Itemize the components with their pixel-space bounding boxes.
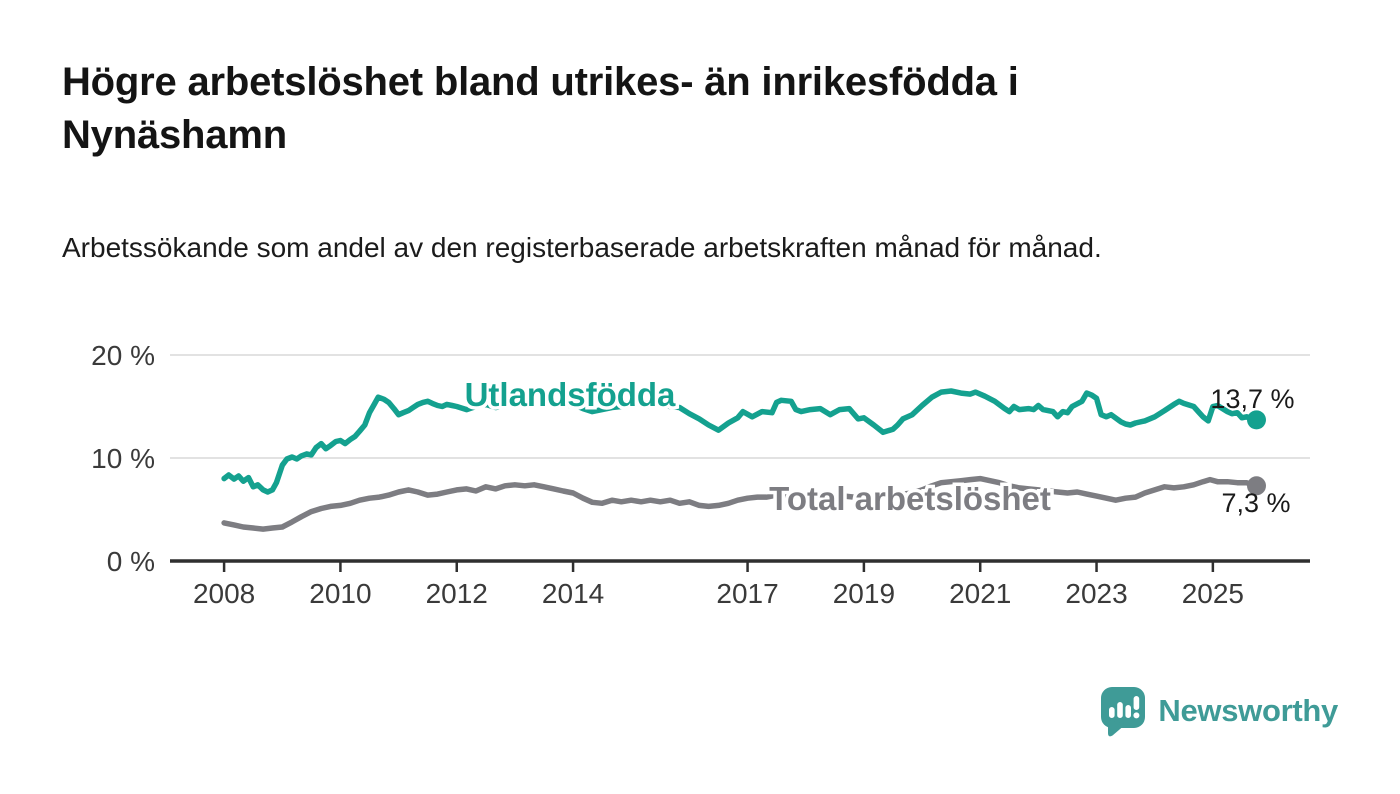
foreign-born-series-label: Utlandsfödda [465,376,676,413]
y-axis-tick-label: 20 % [91,340,155,371]
line-chart-canvas: 0 % 10 % 20 % 2008 2010 2012 2014 2017 2019 2021 2… [91,340,1310,609]
total-series-line [221,475,1260,532]
foreign-born-series-line [221,388,1260,495]
x-axis-tick-label: 2021 [949,578,1011,609]
total-series-end-dot [1246,476,1266,496]
x-axis-tick-label: 2025 [1182,578,1244,609]
x-axis-tick-label: 2023 [1065,578,1127,609]
chart-title: Högre arbetslöshet bland utrikes- än inr… [62,60,1019,157]
x-axis-tick-label: 2012 [426,578,488,609]
x-axis-tick-label: 2010 [309,578,371,609]
y-axis-tick-label: 0 % [107,546,155,577]
newsworthy-logo: Newsworthy [1098,684,1338,738]
total-series-label: Total arbetslöshet [769,480,1051,517]
x-axis-tick-label: 2014 [542,578,604,609]
y-axis-tick-label: 10 % [91,443,155,474]
line-chart: 0 % 10 % 20 % 2008 2010 2012 2014 2017 2019 2021 2… [0,330,1400,660]
newsworthy-logo-icon [1101,687,1146,737]
x-axis-tick-label: 2008 [193,578,255,609]
x-axis-tick-label: 2019 [833,578,895,609]
foreign-born-series-end-value: 13,7 % [1210,384,1294,414]
foreign-born-series-end-dot [1246,410,1266,430]
total-series-end-value: 7,3 % [1221,488,1290,518]
x-axis-tick-label: 2017 [716,578,778,609]
chart-subtitle: Arbetssökande som andel av den registerb… [62,232,1102,263]
newsworthy-logo-text: Newsworthy [1158,693,1338,728]
